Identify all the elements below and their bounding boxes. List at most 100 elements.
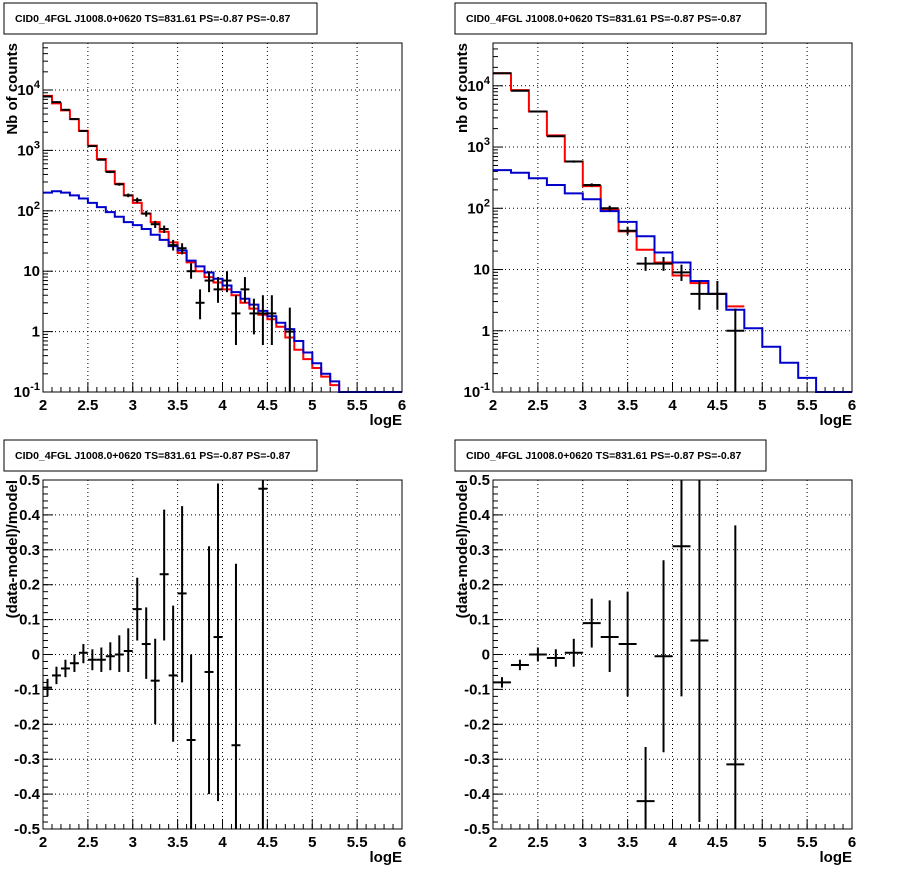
x-tick-label: 3 [579,397,587,414]
plot-frame [42,479,403,830]
data-point [132,577,142,641]
data-point [564,638,583,667]
y-tick-label: 102 [467,197,490,217]
data-point [195,289,205,320]
y-tick-label: -0.4 [14,786,41,803]
x-tick-label: 4 [668,834,677,851]
x-tick-label: 5.5 [797,397,818,414]
data-point [240,277,250,303]
x-tick-label: 5.5 [347,834,368,851]
data-point [78,644,88,664]
data-point [249,298,259,335]
plot-frame [492,42,853,393]
y-tick-label: 104 [467,75,491,95]
data-point [528,647,547,662]
data-point [43,95,52,98]
y-tick-label: 102 [17,200,40,220]
data-point [213,483,223,802]
data-point [123,628,133,672]
data-point [204,271,214,293]
data-point [546,649,565,667]
data-point [186,263,196,279]
data-point [87,145,97,148]
y-axis-label: nb of counts [454,43,471,133]
y-tick-label: -0.3 [14,751,40,768]
x-tick-label: 3.5 [167,834,188,851]
x-tick-label: 2.5 [77,397,98,414]
y-tick-label: 0.1 [469,612,490,629]
y-tick-label: 10 [473,262,490,279]
data-point [231,295,241,345]
data-point [564,160,583,163]
x-tick-label: 4.5 [257,834,278,851]
y-tick-label: 0.1 [19,612,40,629]
data-point [690,280,709,310]
data-point [60,108,70,111]
x-tick-label: 4 [218,397,227,414]
y-tick-label: 0 [482,647,490,664]
data-point [43,678,52,697]
x-tick-label: 2 [39,397,47,414]
y-axis-label: (data-model)/model [4,480,21,618]
data-point [87,649,97,671]
data-point [51,666,61,685]
y-axis-label: Nb of counts [4,43,21,135]
y-tick-label: 0.3 [19,542,40,559]
x-axis-label: logE [370,849,403,866]
y-tick-label: 104 [17,79,41,99]
plot-frame [492,479,853,830]
x-tick-label: 5 [758,397,766,414]
data-point [177,506,187,683]
data-point [285,307,295,392]
x-tick-label: 2.5 [77,834,98,851]
y-tick-label: 1 [482,323,490,340]
x-tick-label: 3.5 [617,834,638,851]
y-tick-label: -0.2 [464,716,490,733]
x-tick-label: 4 [668,397,677,414]
data-point [96,158,106,161]
data-point [132,197,142,203]
data-point [654,257,673,271]
x-tick-label: 4.5 [707,397,728,414]
data-point [150,220,160,228]
data-point [150,638,160,725]
title-box [3,439,318,472]
data-point [105,642,115,671]
x-tick-label: 4.5 [707,834,728,851]
chart-bl: 2 2.5 3 3.5 4 4.5 5 5.5 6 -0.5 -0.4 -0.3 -0.2 -0.1 0 0.… [3,439,406,866]
x-tick-label: 2.5 [527,397,548,414]
data-point [654,560,673,753]
x-tick-label: 2 [489,397,497,414]
x-tick-label: 6 [398,834,406,851]
x-tick-label: 2 [39,834,47,851]
chart-title: CID0_4FGL J1008.0+0620 TS=831.61 PS=-0.8… [15,13,290,25]
y-tick-label: -0.2 [14,716,40,733]
x-tick-label: 3 [129,397,137,414]
data-point [114,635,124,672]
data-point [231,563,241,829]
title-box [454,439,767,472]
y-tick-label: 10-1 [464,381,490,401]
x-tick-label: 5 [308,834,316,851]
y-tick-label: -0.5 [14,821,40,838]
x-tick-label: 6 [848,397,856,414]
x-tick-label: 4 [218,834,227,851]
data-point [204,546,214,795]
x-tick-label: 3.5 [167,397,188,414]
x-tick-label: 3 [129,834,137,851]
data-point [51,101,61,104]
title-box [454,2,767,35]
data-point [726,525,745,829]
chart-tl: 2 2.5 3 3.5 4 4.5 5 5.5 6 10-1 1 10 102 103 104 logE Nb … [3,2,406,429]
y-tick-label: -0.5 [464,821,490,838]
y-tick-label: -0.1 [14,681,40,698]
data-point [123,193,133,198]
x-tick-label: 5.5 [797,834,818,851]
data-point [60,659,70,678]
chart-br: 2 2.5 3 3.5 4 4.5 5 5.5 6 -0.5 -0.4 -0.3 -0.2 -0.1 0 0.… [454,439,856,866]
title-box [3,2,318,35]
data-point [672,480,691,697]
data-point [690,480,709,823]
data-point [105,170,115,174]
